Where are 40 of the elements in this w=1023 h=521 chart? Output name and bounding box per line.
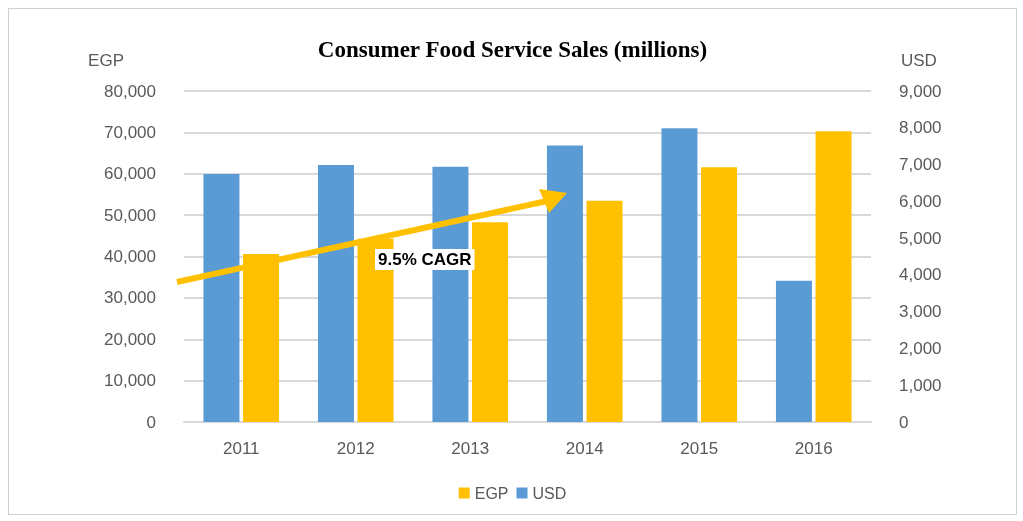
y2-tick-label: 9,000 xyxy=(899,81,942,101)
y-tick-label: 70,000 xyxy=(104,122,156,142)
bar xyxy=(661,128,698,422)
y2-tick-label: 5,000 xyxy=(899,228,942,248)
y2-tick-label: 6,000 xyxy=(899,191,942,211)
y-tick-label: 0 xyxy=(146,412,156,432)
x-tick-label: 2011 xyxy=(222,439,260,458)
y2-tick-label: 1,000 xyxy=(899,375,942,395)
bar xyxy=(586,200,623,422)
y2-tick-label: 8,000 xyxy=(899,118,942,138)
y-tick-label: 80,000 xyxy=(104,81,156,101)
y2-tick-label: 3,000 xyxy=(899,302,942,322)
legend-label: EGP xyxy=(474,484,509,502)
y2-tick-label: 2,000 xyxy=(899,338,942,358)
annotation: 9.5% CAGR xyxy=(378,250,472,269)
y-tick-label: 20,000 xyxy=(104,329,156,349)
x-tick-label: 2013 xyxy=(451,439,490,458)
bar xyxy=(775,280,812,422)
y-tick-label: 10,000 xyxy=(104,371,156,391)
x-tick-label: 2016 xyxy=(794,439,833,458)
legend-label: USD xyxy=(532,484,567,502)
y2-tick-label: 4,000 xyxy=(899,265,942,285)
bar xyxy=(317,164,354,422)
x-tick-label: 2014 xyxy=(565,439,604,458)
y2-axis-title: USD xyxy=(901,51,937,70)
bar xyxy=(815,131,852,422)
y2-tick-label: 7,000 xyxy=(899,155,942,175)
y-tick-label: 40,000 xyxy=(104,247,156,266)
y-tick-label: 60,000 xyxy=(104,164,156,184)
y-tick-label: 30,000 xyxy=(104,288,156,308)
x-tick-label: 2012 xyxy=(336,439,375,458)
y2-tick-label: 0 xyxy=(899,412,909,432)
y-tick-label: 50,000 xyxy=(104,205,156,225)
x-tick-label: 2015 xyxy=(680,439,719,458)
bar xyxy=(203,174,240,422)
y-axis-title: EGP xyxy=(88,51,124,70)
chart-title: Consumer Food Service Sales (millions) xyxy=(317,37,708,62)
bar xyxy=(701,167,738,422)
bar xyxy=(243,254,280,422)
bar xyxy=(472,222,509,422)
